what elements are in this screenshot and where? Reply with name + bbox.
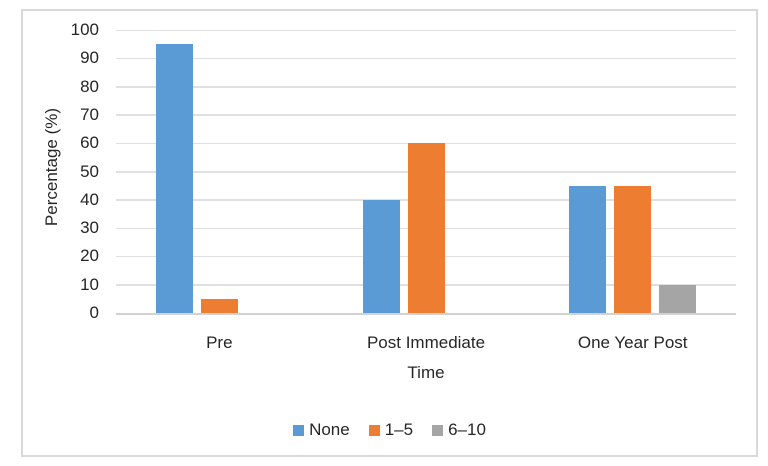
bar-group-post-immediate xyxy=(323,30,530,313)
chart-frame: Percentage (%) 0 10 20 30 40 50 60 70 80 90 100 Pr… xyxy=(21,9,758,457)
bar-series-6–10 xyxy=(659,284,697,313)
legend-item: 6–10 xyxy=(432,420,486,440)
y-tick-label: 60 xyxy=(80,133,99,153)
gridline xyxy=(116,114,736,116)
legend-item: 1–5 xyxy=(368,420,414,440)
category-label: One Year Post xyxy=(577,333,688,352)
gridline xyxy=(116,29,736,31)
bar-series-1–5 xyxy=(407,143,445,313)
bar-series-1–5 xyxy=(614,185,652,313)
y-tick-label: 100 xyxy=(70,20,99,39)
gridline xyxy=(116,86,736,88)
y-tick-label: 40 xyxy=(80,189,99,209)
bar-series-None xyxy=(362,199,400,313)
bar-series-1–5 xyxy=(200,298,238,313)
bar-series-None xyxy=(155,44,193,313)
legend-item: None xyxy=(293,420,350,440)
legend: None 1–5 6–10 xyxy=(23,419,756,441)
y-axis-tick-labels: 0 10 20 30 40 50 60 70 80 90 100 xyxy=(23,11,99,455)
y-tick-label: 0 xyxy=(89,303,99,322)
legend-label: 1–5 xyxy=(384,420,414,439)
x-axis-title: Time xyxy=(407,363,445,382)
y-tick-label: 80 xyxy=(80,76,99,96)
y-tick-label: 90 xyxy=(80,48,99,68)
bar-group-one-year-post xyxy=(529,30,736,313)
legend-swatch xyxy=(368,424,380,436)
legend-label: None xyxy=(309,420,350,439)
y-tick-label: 20 xyxy=(80,246,99,266)
legend-swatch xyxy=(293,424,305,436)
y-tick-label: 30 xyxy=(80,218,99,238)
plot-area xyxy=(116,29,736,315)
y-tick-label: 50 xyxy=(80,161,99,181)
category-label: Pre xyxy=(206,333,233,352)
legend-swatch xyxy=(432,424,444,436)
gridline xyxy=(116,57,736,60)
x-axis-category-labels: Pre Post Immediate One Year Post xyxy=(116,333,736,353)
bar-group-pre xyxy=(116,30,323,313)
y-tick-label: 70 xyxy=(80,104,99,124)
category-label: Post Immediate xyxy=(366,333,486,352)
bar-series-None xyxy=(569,185,607,313)
y-tick-label: 10 xyxy=(80,274,99,294)
legend-label: 6–10 xyxy=(448,420,486,439)
bar-groups xyxy=(116,30,736,313)
